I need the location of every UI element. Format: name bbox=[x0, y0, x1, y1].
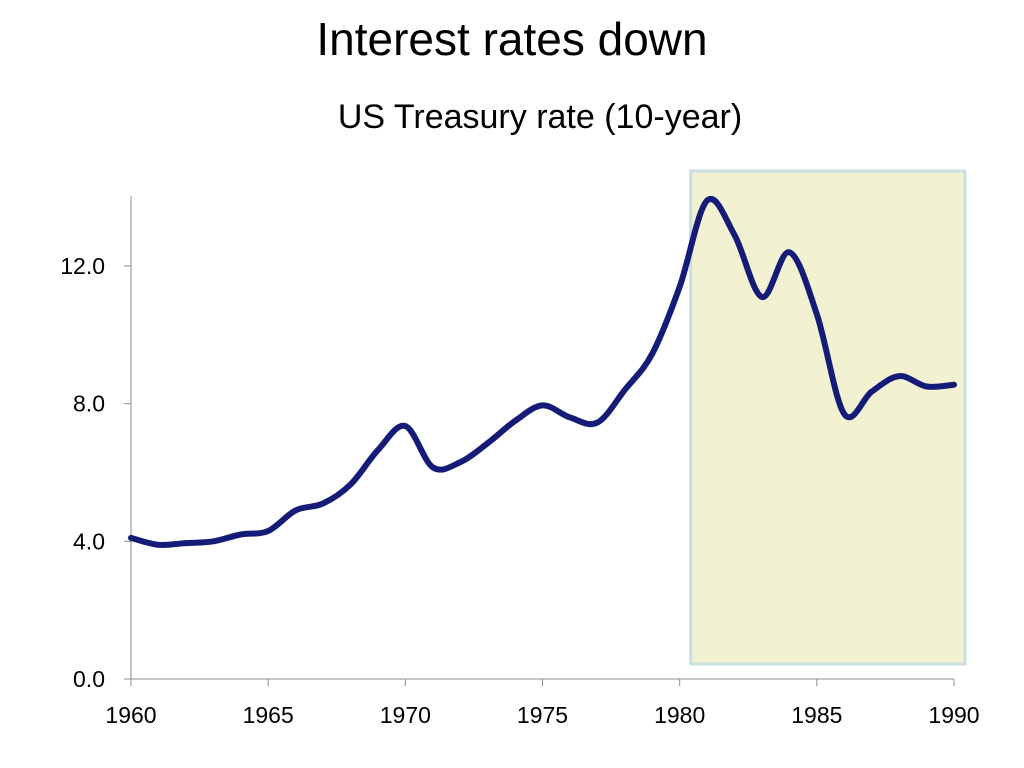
y-tick-label: 12.0 bbox=[60, 253, 105, 279]
series-layer bbox=[128, 195, 957, 548]
x-tick-label: 1965 bbox=[243, 702, 294, 728]
chart-title: US Treasury rate (10-year) bbox=[337, 98, 743, 136]
series-line bbox=[128, 195, 957, 548]
x-tick-label: 1970 bbox=[380, 702, 431, 728]
y-tick-label: 4.0 bbox=[73, 528, 105, 554]
y-tick-label: 8.0 bbox=[73, 391, 105, 417]
axes-layer: 0.0 4.0 8.0 12.0 1960 1965 1970 1975 1980 1985 199… bbox=[60, 196, 980, 728]
x-tick-label: 1985 bbox=[791, 702, 842, 728]
highlight-region bbox=[689, 169, 967, 666]
x-tick-label: 1990 bbox=[928, 702, 979, 728]
x-tick-label: 1960 bbox=[105, 702, 156, 728]
slide-title: Interest rates down bbox=[316, 13, 708, 65]
x-tick-label: 1980 bbox=[654, 702, 705, 728]
highlight-layer bbox=[689, 169, 967, 666]
x-tick-label: 1975 bbox=[517, 702, 568, 728]
y-tick-label: 0.0 bbox=[73, 666, 105, 692]
